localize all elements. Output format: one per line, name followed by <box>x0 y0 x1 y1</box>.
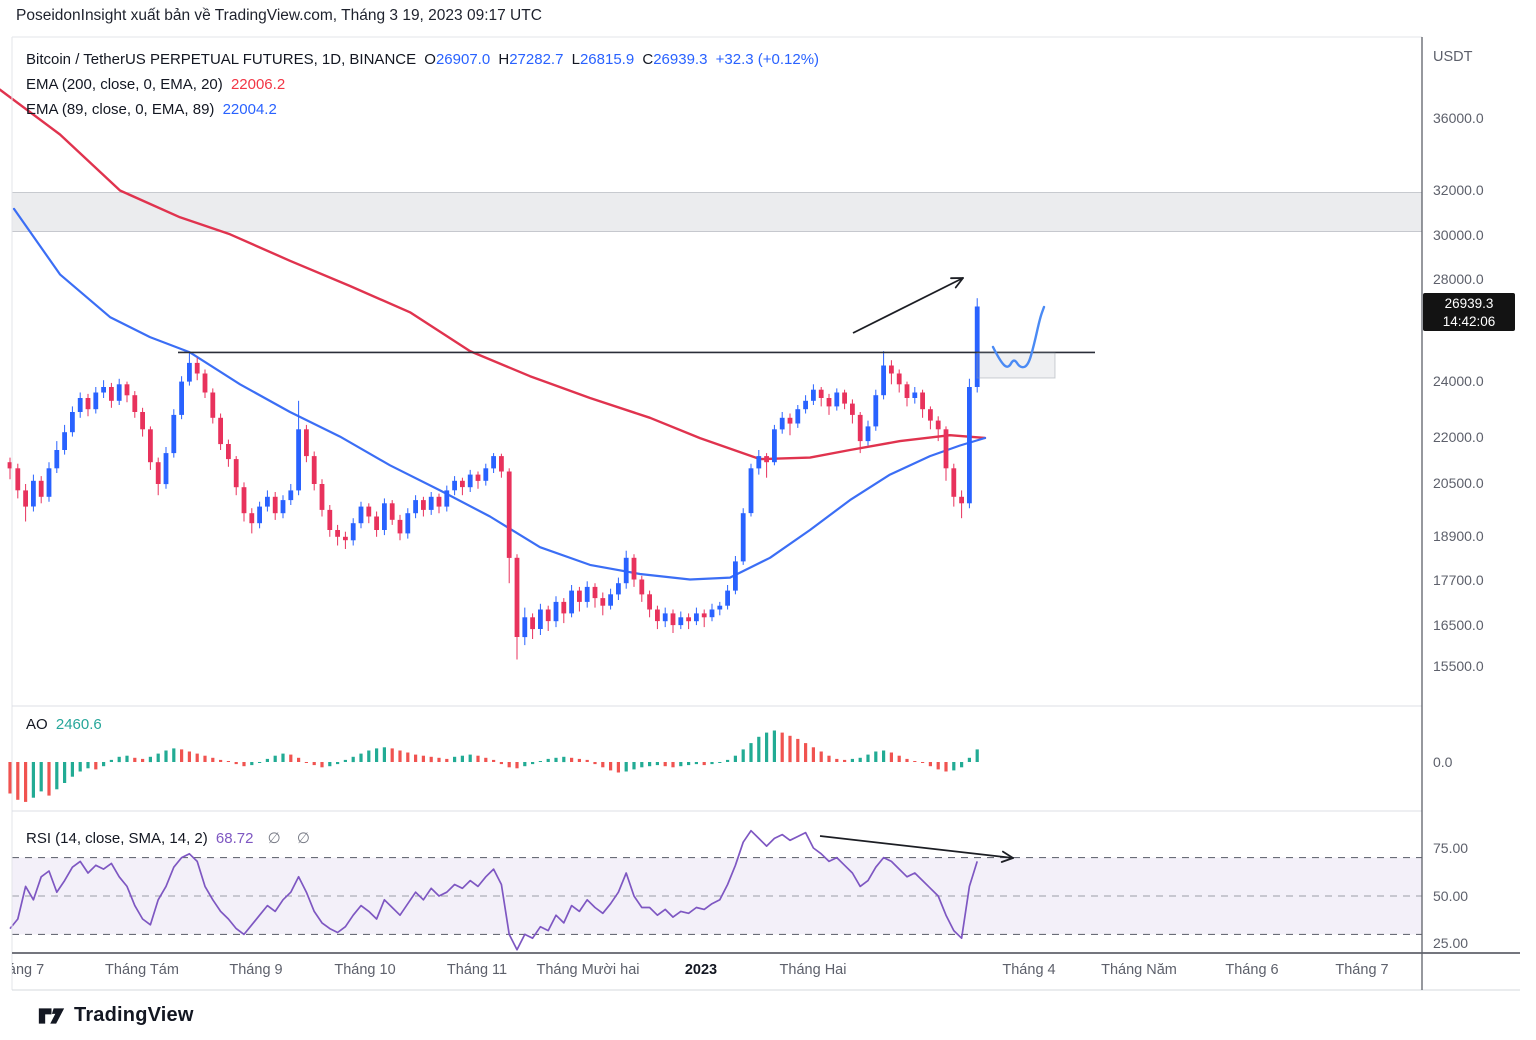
time-axis[interactable]: tháng 7 Tháng Tám Tháng 9 Tháng 10 Tháng 11 T… <box>12 953 1422 990</box>
ao-label: AO <box>26 716 48 733</box>
price-tick-label: 20500.0 <box>1433 475 1484 491</box>
price-tick-label: 22000.0 <box>1433 429 1484 445</box>
ao-legend-row: AO 2460.6 <box>26 716 106 733</box>
ema89-label: EMA (89, close, 0, EMA, 89) <box>26 101 215 118</box>
ema200-label: EMA (200, close, 0, EMA, 20) <box>26 76 223 93</box>
ao-value: 2460.6 <box>55 716 102 733</box>
time-axis-label: Tháng Tám <box>105 962 179 978</box>
price-tick-label: 16500.0 <box>1433 617 1484 633</box>
rsi-value: 68.72 <box>215 830 254 847</box>
ema89-legend-row: EMA (89, close, 0, EMA, 89) 22004.2 <box>26 101 281 118</box>
price-tick-label: 36000.0 <box>1433 110 1484 126</box>
price-axis-currency: USDT <box>1433 49 1473 65</box>
open-value: 26907.0 <box>435 51 491 68</box>
tradingview-logo-icon <box>38 1007 65 1024</box>
time-axis-label: Tháng 7 <box>1335 962 1389 978</box>
last-price-countdown: 14:42:06 <box>1442 314 1496 329</box>
price-tick-label: 24000.0 <box>1433 373 1484 389</box>
ema200-legend-row: EMA (200, close, 0, EMA, 20) 22006.2 <box>26 76 289 93</box>
symbol-legend-row: Bitcoin / TetherUS PERPETUAL FUTURES, 1D… <box>26 51 823 68</box>
last-price-badge: 26939.3 14:42:06 <box>1423 293 1515 331</box>
low-value: 26815.9 <box>579 51 635 68</box>
time-axis-label: tháng 7 <box>12 962 45 978</box>
time-axis-label: 2023 <box>684 962 718 978</box>
last-price-value: 26939.3 <box>1444 296 1494 311</box>
rsi-legend-row: RSI (14, close, SMA, 14, 2) 68.72 ∅ ∅ <box>26 829 320 847</box>
ema89-value: 22004.2 <box>222 101 277 118</box>
price-tick-label: 28000.0 <box>1433 271 1484 287</box>
time-axis-label: Tháng 10 <box>334 962 396 978</box>
price-axis[interactable]: USDT 36000.0 32000.0 30000.0 28000.0 24000.0… <box>1422 37 1536 990</box>
time-axis-label: Tháng 6 <box>1225 962 1279 978</box>
rsi-empty-source-icons: ∅ ∅ <box>267 830 316 847</box>
low-label: L <box>571 51 580 68</box>
close-value: 26939.3 <box>653 51 708 68</box>
time-axis-label: Tháng 9 <box>229 962 283 978</box>
time-axis-label: Tháng 4 <box>1002 962 1056 978</box>
time-axis-label: Tháng Hai <box>779 962 847 978</box>
publisher-byline: PoseidonInsight xuất bản về TradingView.… <box>16 7 542 24</box>
close-label: C <box>642 51 654 68</box>
time-axis-label: Tháng 11 <box>446 962 508 978</box>
high-label: H <box>498 51 510 68</box>
price-tick-label: 15500.0 <box>1433 658 1484 674</box>
rsi-label: RSI (14, close, SMA, 14, 2) <box>26 830 208 847</box>
time-axis-label: Tháng Năm <box>1101 962 1177 978</box>
rsi-tick-label: 75.00 <box>1433 840 1469 856</box>
ema200-value: 22006.2 <box>230 76 286 93</box>
change-value: +32.3 (+0.12%) <box>715 51 820 68</box>
price-tick-label: 18900.0 <box>1433 528 1484 544</box>
price-tick-label: 32000.0 <box>1433 182 1484 198</box>
rsi-tick-label: 50.00 <box>1433 888 1469 904</box>
tradingview-brand-link[interactable]: TradingView <box>38 1004 194 1027</box>
symbol-title: Bitcoin / TetherUS PERPETUAL FUTURES, 1D… <box>26 51 417 68</box>
price-tick-label: 17700.0 <box>1433 572 1484 588</box>
tradingview-brand-text: TradingView <box>74 1004 194 1026</box>
ao-zero-tick: 0.0 <box>1433 754 1453 770</box>
rsi-tick-label: 25.00 <box>1433 935 1469 951</box>
time-axis-label: Tháng Mười hai <box>536 962 640 978</box>
high-value: 27282.7 <box>509 51 564 68</box>
open-label: O <box>424 51 436 68</box>
price-tick-label: 30000.0 <box>1433 227 1484 243</box>
